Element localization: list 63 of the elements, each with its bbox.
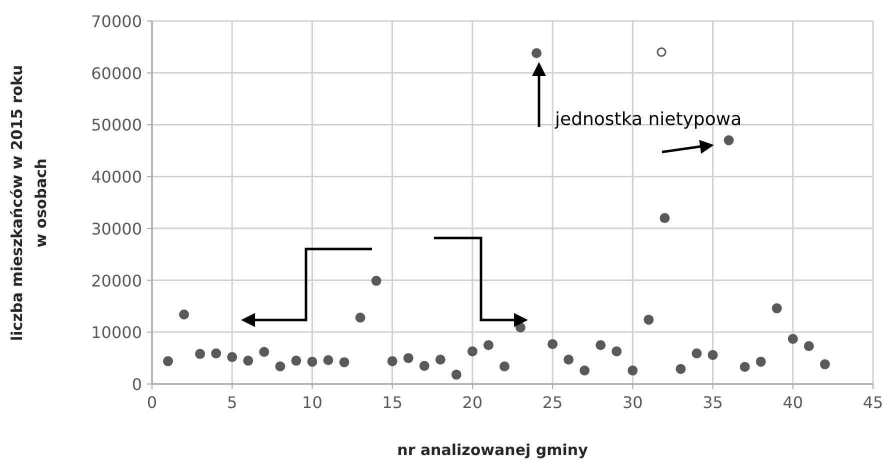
point xyxy=(548,339,558,350)
point xyxy=(291,356,302,366)
point xyxy=(724,135,734,146)
point xyxy=(211,348,222,358)
y-tick-label: 50000 xyxy=(91,116,142,135)
point xyxy=(499,361,510,372)
x-tick-label: 20 xyxy=(462,393,483,412)
y-tick-label: 70000 xyxy=(91,12,142,31)
point xyxy=(580,366,590,376)
x-tick-label: 45 xyxy=(862,393,884,412)
x-tick-label: 0 xyxy=(146,393,158,412)
point xyxy=(227,352,238,362)
point xyxy=(772,303,782,314)
point xyxy=(275,361,286,372)
point xyxy=(644,314,654,325)
point xyxy=(355,312,366,323)
point xyxy=(387,356,398,366)
point xyxy=(483,340,494,350)
point xyxy=(596,340,606,350)
point xyxy=(467,346,478,356)
y-tick-label: 20000 xyxy=(91,271,142,290)
x-tick-label: 25 xyxy=(542,393,563,412)
x-tick-label: 10 xyxy=(302,393,322,412)
point xyxy=(676,364,686,374)
y-tick-label: 60000 xyxy=(91,64,142,83)
point xyxy=(259,346,270,357)
x-tick-label: 5 xyxy=(227,393,238,412)
point xyxy=(323,355,334,366)
point xyxy=(307,356,318,367)
point xyxy=(451,370,462,380)
x-tick-label: 35 xyxy=(702,393,723,412)
point xyxy=(371,276,382,286)
x-tick-label: 40 xyxy=(782,393,804,412)
y-tick-label: 30000 xyxy=(91,219,142,238)
x-axis-title: nr analizowanej gminy xyxy=(397,441,588,459)
point xyxy=(243,356,254,366)
point xyxy=(656,47,666,57)
y-tick-label: 10000 xyxy=(91,323,142,342)
y-tick-label: 0 xyxy=(132,375,142,394)
point xyxy=(195,348,206,359)
x-tick-label: 15 xyxy=(382,393,403,412)
point xyxy=(788,334,798,344)
point xyxy=(564,354,574,365)
annotation: jednostka nietypowa xyxy=(554,109,742,130)
point xyxy=(532,48,542,58)
point xyxy=(660,213,670,224)
point xyxy=(403,353,414,364)
point xyxy=(692,348,702,358)
point xyxy=(435,354,446,365)
point xyxy=(612,346,622,356)
y-tick-label: 40000 xyxy=(91,168,142,187)
point xyxy=(804,341,814,352)
y-axis-title: liczba mieszkańców w 2015 roku w osobach xyxy=(8,64,50,342)
x-tick-label: 30 xyxy=(622,393,643,412)
point xyxy=(339,357,350,368)
point xyxy=(740,362,750,372)
point xyxy=(628,366,638,376)
point xyxy=(419,360,430,371)
point xyxy=(179,310,190,320)
point xyxy=(756,356,766,367)
point xyxy=(708,350,718,360)
point xyxy=(820,359,830,370)
point xyxy=(163,356,174,366)
